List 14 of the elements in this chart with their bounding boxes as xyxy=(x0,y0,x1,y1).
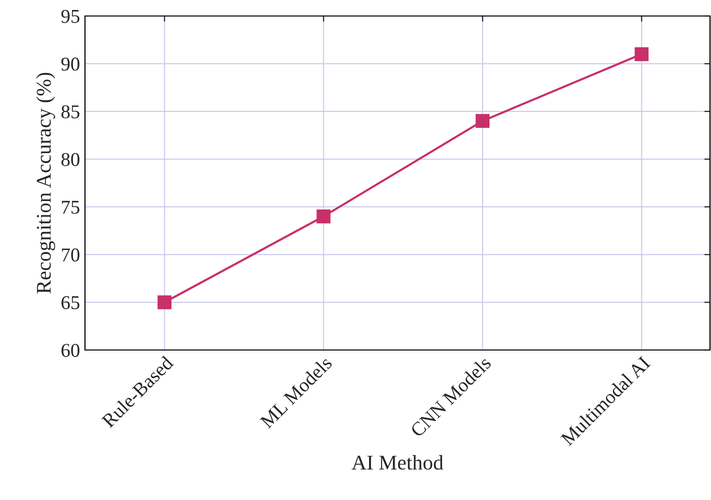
y-tick-label: 75 xyxy=(62,200,80,214)
x-axis-title: AI Method xyxy=(352,455,444,470)
point xyxy=(158,295,172,310)
point xyxy=(634,47,649,62)
y-tick-label: 80 xyxy=(61,152,80,166)
point xyxy=(476,114,490,128)
y-tick-label: 85 xyxy=(61,105,80,118)
point xyxy=(316,209,330,224)
y-tick-label: 95 xyxy=(61,10,80,23)
y-tick-label: 70 xyxy=(62,248,80,262)
y-tick-label: 65 xyxy=(62,296,80,310)
y-tick-label: 90 xyxy=(61,58,80,71)
y-axis-title: Recognition Accuracy (%) xyxy=(36,72,56,294)
y-tick-label: 60 xyxy=(62,344,80,357)
